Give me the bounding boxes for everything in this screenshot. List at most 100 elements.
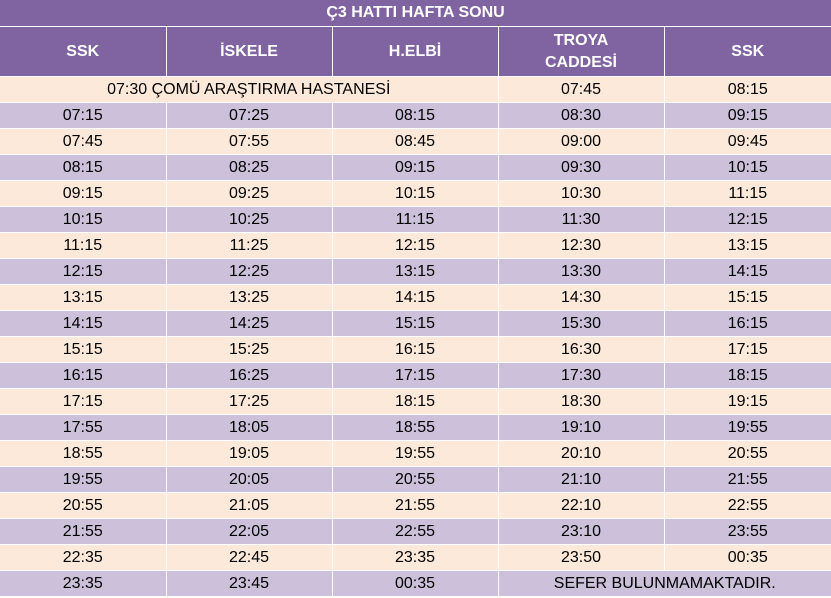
- table-cell: 22:55: [664, 492, 831, 519]
- table-cell: 18:05: [166, 414, 333, 441]
- table-cell: 23:35: [332, 544, 499, 571]
- table-cell: 22:55: [332, 518, 499, 545]
- table-row: 21:55 22:05 22:55 23:10 23:55: [0, 518, 831, 545]
- table-row: 10:15 10:25 11:15 11:30 12:15: [0, 206, 831, 233]
- table-cell: 08:45: [332, 128, 499, 155]
- table-cell: 20:55: [0, 492, 167, 519]
- table-cell: 08:15: [332, 102, 499, 129]
- table-cell: 20:55: [664, 440, 831, 467]
- table-cell: 13:15: [664, 232, 831, 259]
- table-cell: 17:25: [166, 388, 333, 415]
- table-cell: 09:00: [498, 128, 665, 155]
- table-cell: 21:55: [332, 492, 499, 519]
- table-cell: 12:15: [0, 258, 167, 285]
- table-cell: 19:15: [664, 388, 831, 415]
- table-cell: 13:15: [332, 258, 499, 285]
- table-cell: 18:15: [664, 362, 831, 389]
- table-cell: 10:15: [0, 206, 167, 233]
- table-cell: 23:10: [498, 518, 665, 545]
- table-cell: 19:10: [498, 414, 665, 441]
- table-cell: 09:15: [332, 154, 499, 181]
- table-cell: 12:30: [498, 232, 665, 259]
- table-cell: 10:25: [166, 206, 333, 233]
- table-row: 16:15 16:25 17:15 17:30 18:15: [0, 362, 831, 389]
- table-cell: 23:55: [664, 518, 831, 545]
- table-cell: 07:45: [498, 76, 665, 103]
- table-cell: 09:15: [0, 180, 167, 207]
- table-cell: 21:55: [664, 466, 831, 493]
- table-cell: 00:35: [664, 544, 831, 571]
- table-cell: 22:05: [166, 518, 333, 545]
- table-cell: 10:15: [664, 154, 831, 181]
- table-cell: 18:55: [0, 440, 167, 467]
- table-row: 17:55 18:05 18:55 19:10 19:55: [0, 414, 831, 441]
- table-cell: 10:30: [498, 180, 665, 207]
- table-cell: 13:30: [498, 258, 665, 285]
- table-row-first: 07:30 ÇOMÜ ARAŞTIRMA HASTANESİ 07:45 08:…: [0, 76, 831, 103]
- table-cell: 11:25: [166, 232, 333, 259]
- table-cell: 16:30: [498, 336, 665, 363]
- table-cell: 17:15: [332, 362, 499, 389]
- table-row: 17:15 17:25 18:15 18:30 19:15: [0, 388, 831, 415]
- table-cell: 08:15: [0, 154, 167, 181]
- table-cell: 17:15: [664, 336, 831, 363]
- table-cell: 18:30: [498, 388, 665, 415]
- no-service-note: SEFER BULUNMAMAKTADIR.: [498, 570, 831, 597]
- table-row: 15:15 15:25 16:15 16:30 17:15: [0, 336, 831, 363]
- table-cell: 16:15: [332, 336, 499, 363]
- table-row: 19:55 20:05 20:55 21:10 21:55: [0, 466, 831, 493]
- table-cell: 15:30: [498, 310, 665, 337]
- column-header-helbi: H.ELBİ: [332, 26, 499, 77]
- table-cell: 22:45: [166, 544, 333, 571]
- table-cell: 08:30: [498, 102, 665, 129]
- table-cell: 07:25: [166, 102, 333, 129]
- table-cell: 08:25: [166, 154, 333, 181]
- table-cell: 07:55: [166, 128, 333, 155]
- table-cell: 12:25: [166, 258, 333, 285]
- table-cell: 14:25: [166, 310, 333, 337]
- table-row: 13:15 13:25 14:15 14:30 15:15: [0, 284, 831, 311]
- table-cell: 20:10: [498, 440, 665, 467]
- table-cell: 17:15: [0, 388, 167, 415]
- table-cell: 18:15: [332, 388, 499, 415]
- table-row: 07:15 07:25 08:15 08:30 09:15: [0, 102, 831, 129]
- table-row: 09:15 09:25 10:15 10:30 11:15: [0, 180, 831, 207]
- column-header-ssk-departure: SSK: [0, 26, 167, 77]
- table-cell: 07:45: [0, 128, 167, 155]
- table-cell: 23:50: [498, 544, 665, 571]
- table-cell: 11:15: [332, 206, 499, 233]
- table-cell: 12:15: [664, 206, 831, 233]
- table-cell: 11:30: [498, 206, 665, 233]
- table-cell: 17:30: [498, 362, 665, 389]
- table-cell: 10:15: [332, 180, 499, 207]
- table-cell: 15:25: [166, 336, 333, 363]
- column-header-ssk-arrival: SSK: [664, 26, 831, 77]
- table-cell: 21:55: [0, 518, 167, 545]
- first-row-note: 07:30 ÇOMÜ ARAŞTIRMA HASTANESİ: [0, 76, 499, 103]
- table-row: 14:15 14:25 15:15 15:30 16:15: [0, 310, 831, 337]
- table-cell: 14:30: [498, 284, 665, 311]
- table-cell: 19:55: [664, 414, 831, 441]
- table-cell: 21:10: [498, 466, 665, 493]
- table-cell: 22:10: [498, 492, 665, 519]
- header-row: SSK İSKELE H.ELBİ TROYA CADDESİ SSK: [0, 26, 831, 77]
- table-cell: 07:15: [0, 102, 167, 129]
- table-row: 18:55 19:05 19:55 20:10 20:55: [0, 440, 831, 467]
- table-cell: 14:15: [0, 310, 167, 337]
- table-cell: 16:25: [166, 362, 333, 389]
- table-cell: 18:55: [332, 414, 499, 441]
- table-cell: 09:15: [664, 102, 831, 129]
- table-cell: 11:15: [0, 232, 167, 259]
- table-cell: 09:25: [166, 180, 333, 207]
- table-cell: 16:15: [664, 310, 831, 337]
- table-cell: 09:45: [664, 128, 831, 155]
- table-cell: 19:55: [332, 440, 499, 467]
- table-cell: 09:30: [498, 154, 665, 181]
- table-cell: 13:15: [0, 284, 167, 311]
- table-cell: 23:35: [0, 570, 167, 597]
- table-cell: 14:15: [664, 258, 831, 285]
- table-row: 22:35 22:45 23:35 23:50 00:35: [0, 544, 831, 571]
- table-cell: 00:35: [332, 570, 499, 597]
